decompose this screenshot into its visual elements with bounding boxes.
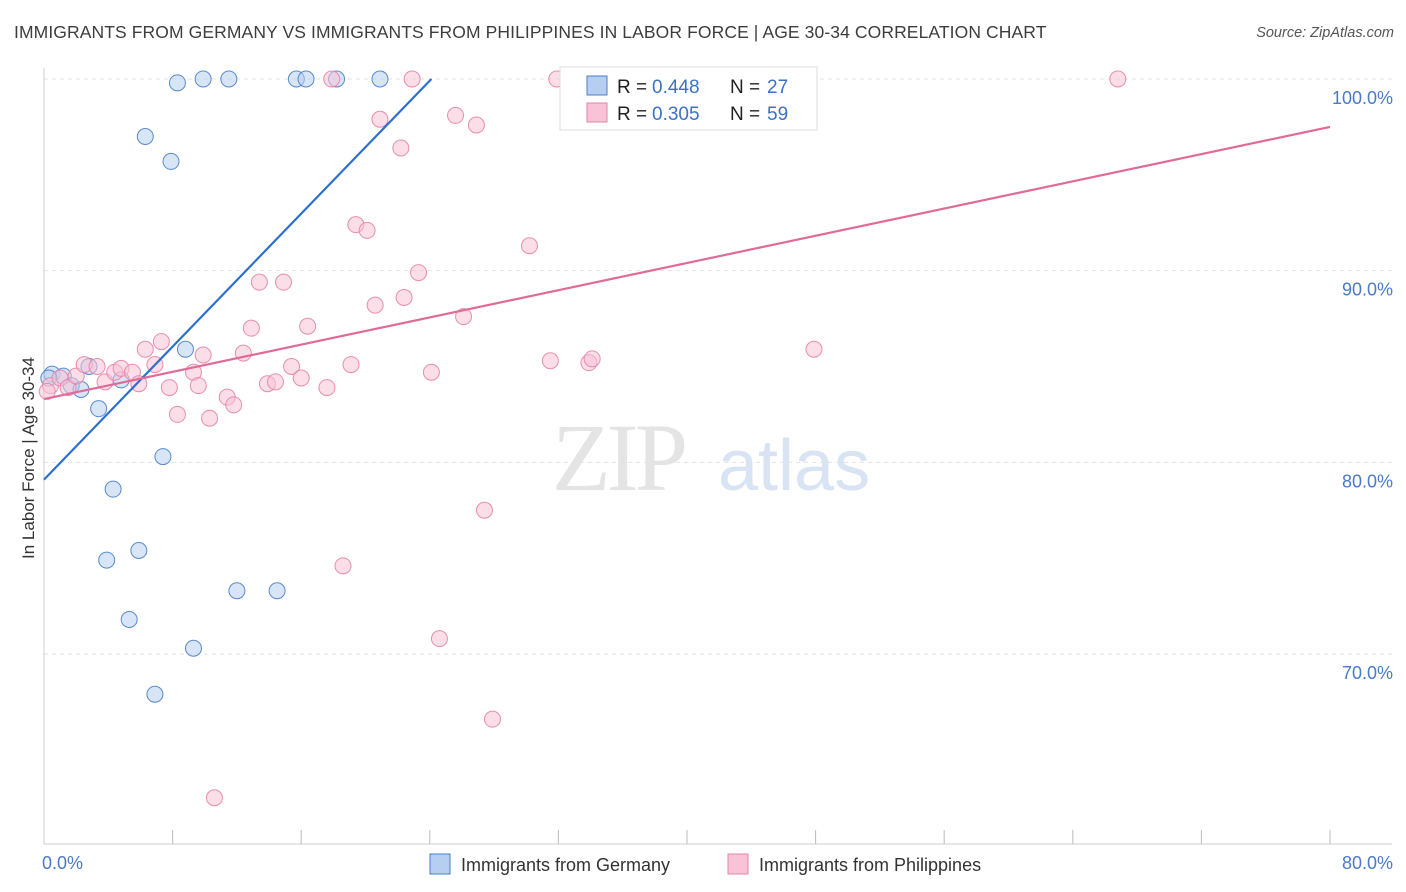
bottom-legend-swatch-germany: [429, 853, 451, 875]
legend-swatch-philippines: [586, 102, 608, 123]
point-germany-15: [168, 74, 186, 92]
series-germany-points: [40, 70, 389, 703]
point-philippines-17: [189, 377, 207, 395]
point-philippines-29: [292, 369, 310, 387]
point-philippines-47: [467, 116, 485, 134]
point-philippines-32: [323, 70, 341, 88]
point-philippines-3: [67, 367, 85, 385]
point-philippines-21: [225, 396, 243, 414]
point-philippines-31: [318, 379, 336, 397]
point-germany-17: [184, 639, 202, 657]
point-philippines-57: [205, 789, 223, 807]
point-philippines-33: [334, 557, 352, 575]
watermark: ZIP atlas: [552, 404, 870, 511]
point-germany-25: [371, 70, 389, 88]
x-tick-label-1: 80.0%: [1342, 853, 1393, 873]
legend-n-label-germany: N =: [730, 77, 760, 98]
point-philippines-18: [194, 346, 212, 364]
trendline-philippines: [43, 125, 1331, 401]
point-germany-23: [297, 70, 315, 88]
legend-n-value-germany: 27: [767, 77, 788, 98]
y-tick-label-3: 100.0%: [1332, 88, 1393, 108]
legend-r-label-germany: R =: [617, 77, 647, 98]
watermark-zip: ZIP: [552, 404, 685, 511]
point-philippines-19: [201, 409, 219, 427]
trendline-germany: [43, 78, 433, 481]
y-tick-label-2: 90.0%: [1342, 280, 1393, 300]
y-axis-label: In Labor Force | Age 30-34: [19, 357, 38, 559]
point-philippines-24: [250, 273, 268, 291]
point-philippines-26: [266, 373, 284, 391]
point-philippines-48: [475, 501, 493, 519]
point-germany-12: [146, 685, 164, 703]
bottom-legend-label-philippines: Immigrants from Philippines: [759, 855, 981, 875]
point-philippines-30: [299, 317, 317, 335]
legend-r-value-philippines: 0.305: [652, 104, 700, 125]
point-philippines-2: [59, 379, 77, 397]
y-tick-label-0: 70.0%: [1342, 663, 1393, 683]
legend-n-value-philippines: 59: [767, 104, 788, 125]
point-philippines-11: [136, 340, 154, 358]
x-tick-labels: 0.0% 80.0%: [42, 853, 1393, 873]
point-philippines-40: [395, 289, 413, 306]
point-germany-8: [98, 551, 116, 569]
point-germany-14: [162, 152, 180, 170]
point-philippines-13: [152, 333, 170, 351]
point-philippines-15: [168, 405, 186, 423]
point-philippines-42: [410, 264, 428, 282]
chart-title: IMMIGRANTS FROM GERMANY VS IMMIGRANTS FR…: [14, 22, 1047, 42]
series-legend: Immigrants from Germany Immigrants from …: [429, 853, 981, 875]
point-philippines-14: [160, 379, 178, 397]
point-philippines-28: [283, 358, 301, 375]
point-germany-20: [228, 582, 246, 600]
series-philippines-points: [38, 70, 1127, 807]
point-germany-11: [136, 128, 154, 145]
point-philippines-44: [430, 630, 448, 648]
point-germany-9: [130, 542, 148, 559]
point-germany-13: [154, 448, 172, 466]
point-philippines-50: [520, 237, 538, 255]
point-philippines-36: [358, 221, 376, 239]
point-germany-21: [268, 582, 286, 600]
point-philippines-51: [541, 352, 559, 370]
point-philippines-41: [403, 70, 421, 88]
stats-legend: R = 0.448 N = 27 R = 0.305 N = 59: [559, 66, 818, 131]
y-tick-labels: 70.0% 80.0% 90.0% 100.0%: [1332, 88, 1393, 683]
legend-n-label-philippines: N =: [730, 104, 760, 125]
source-credit: Source: ZipAtlas.com: [1256, 25, 1394, 41]
point-philippines-5: [88, 358, 106, 375]
point-germany-19: [220, 70, 238, 88]
axes: [43, 68, 1392, 845]
point-philippines-27: [275, 273, 293, 291]
point-philippines-38: [371, 110, 389, 128]
legend-r-label-philippines: R =: [617, 104, 647, 125]
point-philippines-56: [1109, 70, 1127, 88]
trendlines: [43, 78, 1331, 481]
point-philippines-46: [455, 308, 473, 326]
point-philippines-34: [342, 356, 360, 374]
point-philippines-55: [805, 340, 823, 358]
point-germany-6: [104, 480, 122, 498]
bottom-legend-label-germany: Immigrants from Germany: [461, 855, 670, 875]
gridlines: [44, 78, 1392, 655]
point-philippines-43: [422, 363, 440, 381]
legend-r-value-germany: 0.448: [652, 77, 700, 98]
y-tick-label-1: 80.0%: [1342, 471, 1393, 491]
point-germany-18: [194, 70, 212, 88]
point-germany-16: [176, 340, 194, 358]
x-tick-label-0: 0.0%: [42, 853, 83, 873]
point-philippines-54: [583, 350, 601, 368]
point-germany-10: [120, 611, 138, 628]
point-philippines-39: [392, 139, 410, 157]
point-philippines-49: [483, 710, 501, 728]
legend-swatch-germany: [586, 75, 608, 96]
point-germany-5: [90, 400, 108, 418]
bottom-legend-swatch-philippines: [727, 853, 749, 875]
watermark-atlas: atlas: [718, 426, 870, 506]
point-philippines-37: [366, 296, 384, 314]
point-philippines-45: [447, 106, 465, 124]
point-philippines-23: [242, 319, 260, 337]
